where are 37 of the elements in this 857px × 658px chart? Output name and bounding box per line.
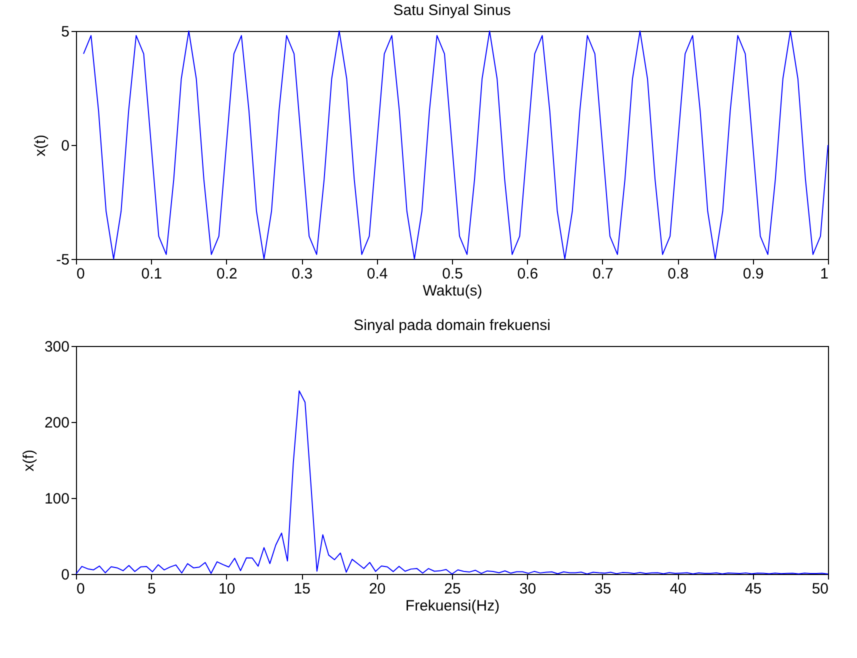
- x-tick-label: 0.3: [292, 266, 313, 282]
- x-tick-label: 30: [519, 580, 536, 598]
- y-tick-label: 5: [61, 24, 70, 40]
- x-axis-title: Waktu(s): [422, 282, 482, 300]
- x-tick-label: 0: [76, 266, 85, 282]
- y-tick-label: 100: [44, 490, 70, 508]
- x-tick-label: 0.5: [442, 266, 463, 282]
- y-axis-title: x(f): [20, 450, 38, 472]
- line-series: [76, 390, 828, 574]
- x-tick-label: 35: [594, 580, 612, 598]
- y-tick-label: 200: [44, 414, 70, 432]
- chart-title: Satu Sinyal Sinus: [393, 2, 511, 19]
- x-tick-label: 0.8: [668, 266, 689, 282]
- x-tick-label: 15: [294, 580, 310, 598]
- x-tick-label: 5: [148, 580, 156, 598]
- x-tick-label: 40: [670, 580, 686, 598]
- x-tick-label: 1: [820, 266, 828, 282]
- x-tick-label: 0.4: [366, 266, 388, 282]
- x-tick-label: 0.2: [216, 266, 238, 282]
- y-axis-title: x(t): [32, 134, 50, 156]
- x-axis-title: Frekuensi(Hz): [405, 598, 500, 614]
- x-tick-label: 0.7: [592, 266, 614, 282]
- y-tick-label: 0: [61, 138, 70, 154]
- x-tick-label: 0: [76, 580, 85, 598]
- chart-title: Sinyal pada domain frekuensi: [354, 317, 550, 334]
- y-tick-label: 0: [61, 566, 70, 584]
- line-series: [83, 30, 828, 260]
- x-tick-label: 50: [812, 580, 828, 598]
- x-tick-label: 0.6: [517, 266, 538, 282]
- y-tick-label: 300: [44, 338, 70, 356]
- x-tick-label: 20: [368, 580, 386, 598]
- x-tick-label: 0.1: [141, 266, 162, 282]
- x-tick-label: 45: [744, 580, 762, 598]
- x-tick-label: 0.9: [742, 266, 764, 282]
- y-tick-label: -5: [56, 252, 70, 268]
- x-tick-label: 25: [444, 580, 461, 598]
- x-tick-label: 10: [218, 580, 236, 598]
